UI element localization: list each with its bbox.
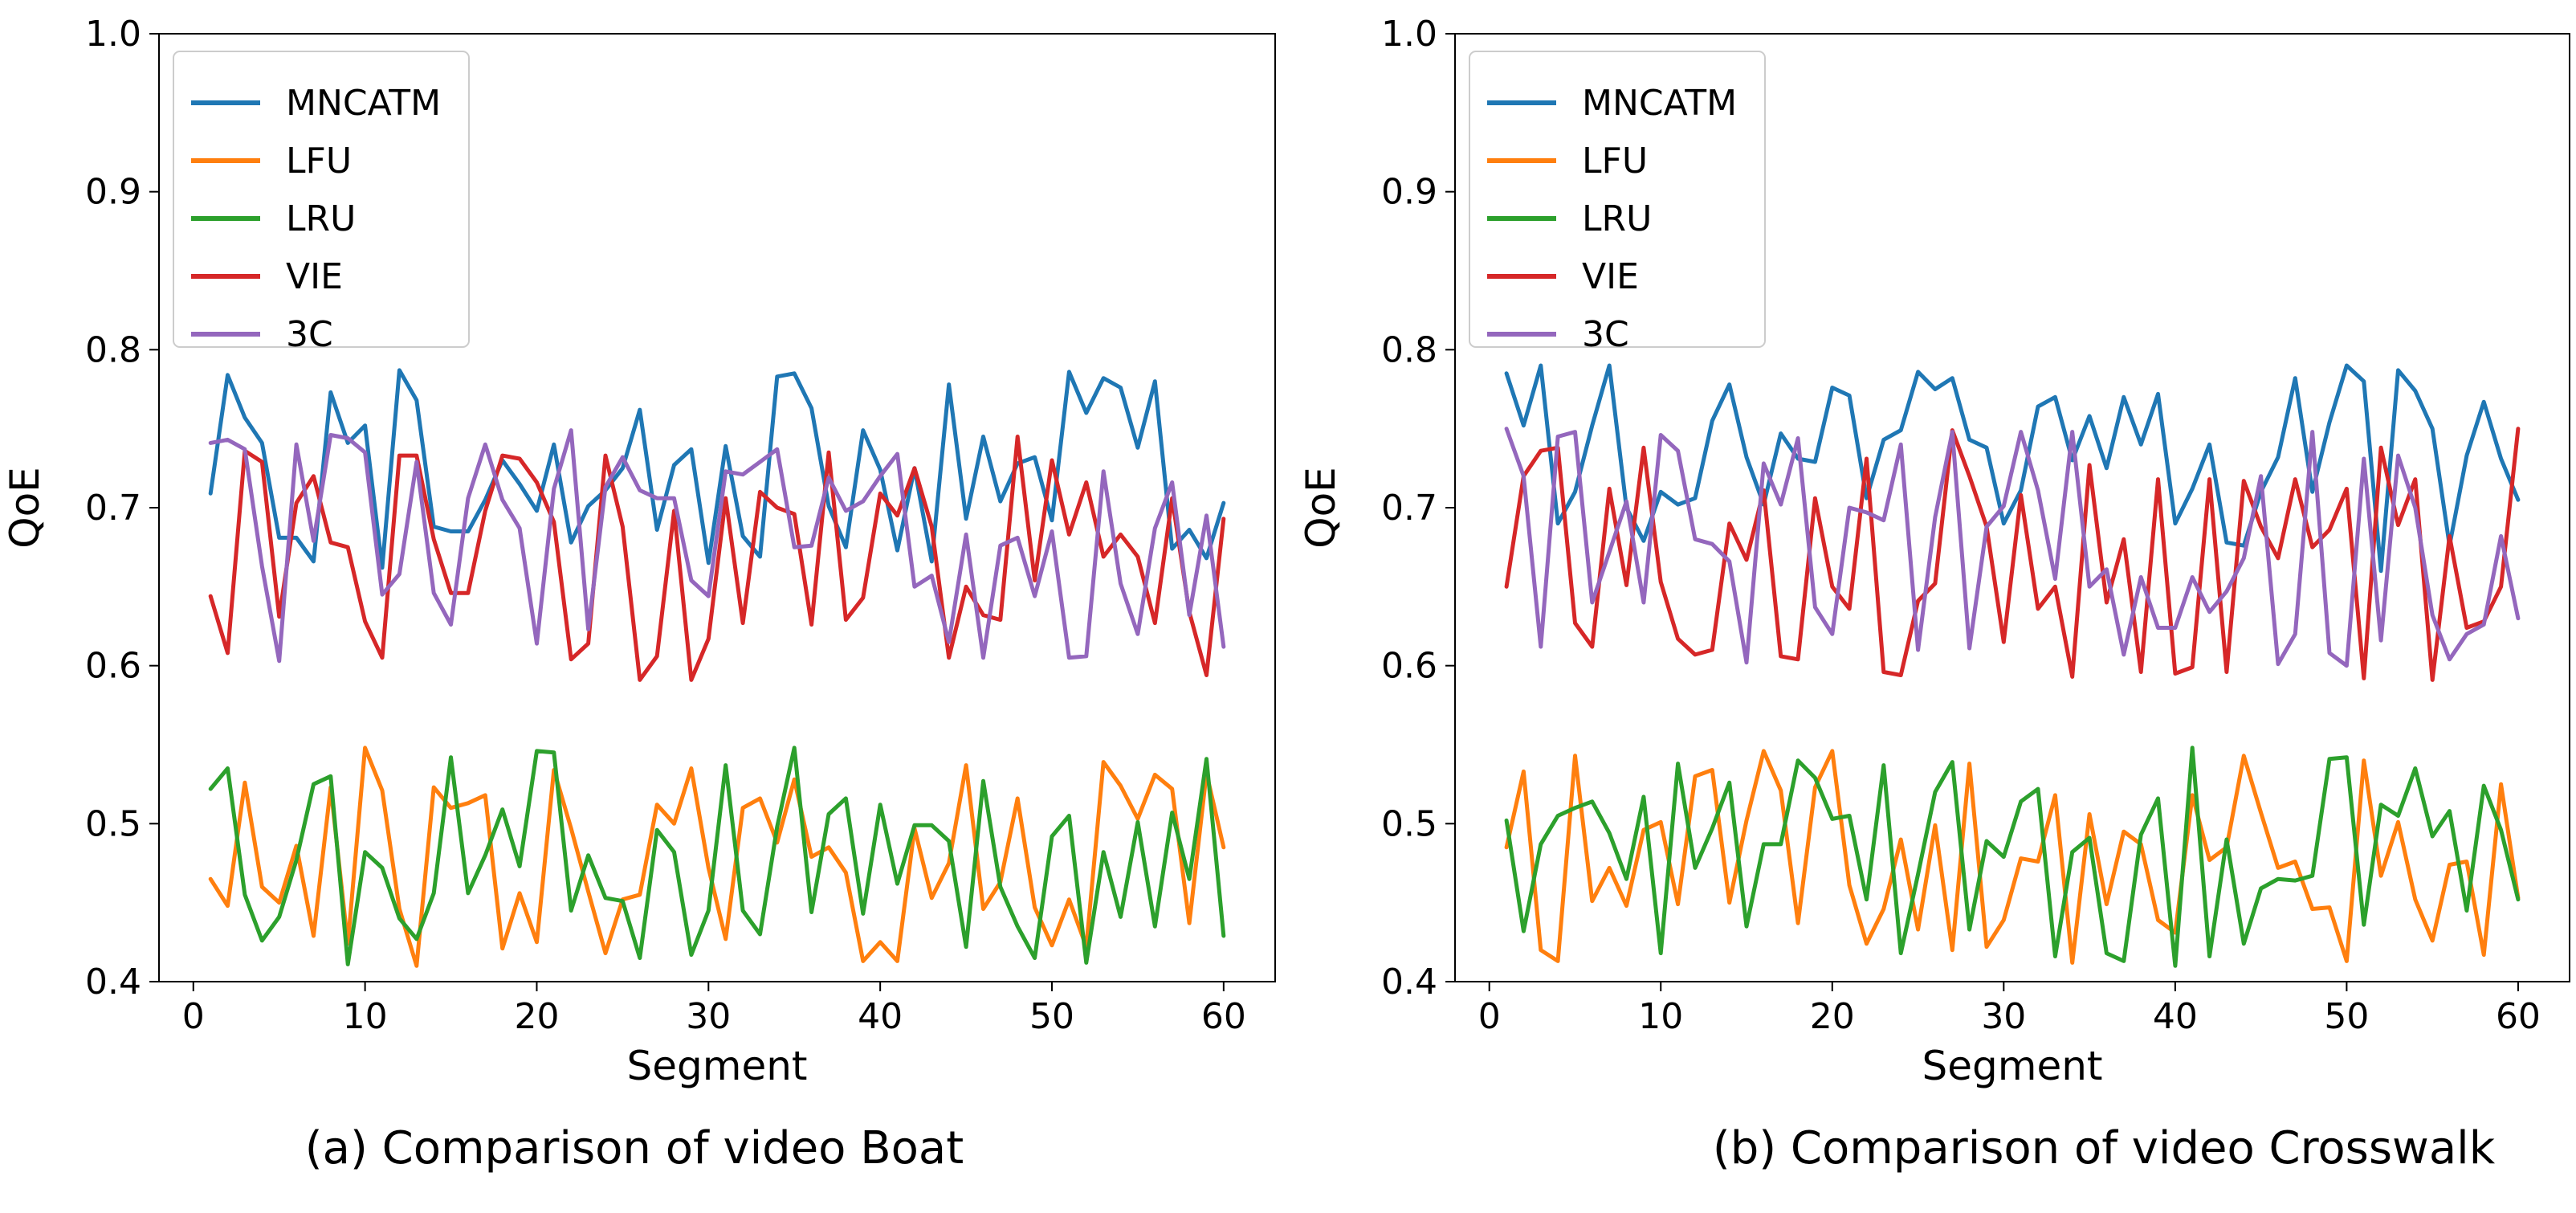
y-tick-label: 0.7 xyxy=(1381,488,1437,529)
y-tick-label: 1.0 xyxy=(1381,14,1437,55)
y-tick-label: 0.4 xyxy=(1381,962,1437,1003)
legend-label-vie: VIE xyxy=(1582,256,1639,297)
x-tick-label: 0 xyxy=(182,996,205,1037)
figure-caption: (b) Comparison of video Crosswalk xyxy=(1713,1122,2496,1174)
y-tick-label: 0.8 xyxy=(85,329,141,370)
series-line-lfu xyxy=(208,745,1226,968)
x-tick-label: 30 xyxy=(1981,996,2026,1037)
y-tick-label: 0.9 xyxy=(85,172,141,213)
y-tick-label: 0.9 xyxy=(1381,172,1437,213)
legend: MNCATM LFU LRU VIE 3C xyxy=(1469,51,1766,355)
x-tick-label: 10 xyxy=(343,996,388,1037)
y-tick-label: 0.7 xyxy=(85,488,141,529)
series-line-mncatm xyxy=(1504,363,2521,574)
y-tick-label: 0.5 xyxy=(85,803,141,844)
x-tick-label: 50 xyxy=(1029,996,1074,1037)
series-group xyxy=(1504,363,2521,968)
series-line-mncatm xyxy=(208,368,1226,570)
x-tick-label: 60 xyxy=(2496,996,2541,1037)
x-tick-label: 20 xyxy=(514,996,559,1037)
legend-label-lru: LRU xyxy=(1582,198,1652,239)
series-line-vie xyxy=(208,435,1226,682)
chart-panel-2: 0 10 20 30 40 50 60 0.4 0.5 0.6 0.7 0.8 0.9 1.0 Segmen… xyxy=(1298,14,2570,1174)
legend-label-mncatm: MNCATM xyxy=(286,83,441,124)
series-line-vie xyxy=(1504,427,2521,682)
y-tick-label: 0.6 xyxy=(1381,646,1437,687)
series-group xyxy=(208,368,1226,968)
y-axis-label: QoE xyxy=(1298,467,1344,549)
series-line-lru xyxy=(1504,745,2521,968)
figure-caption: (a) Comparison of video Boat xyxy=(305,1122,964,1174)
x-tick-label: 60 xyxy=(1201,996,1246,1037)
y-tick-label: 0.8 xyxy=(1381,329,1437,370)
legend-label-vie: VIE xyxy=(286,256,343,297)
legend-box xyxy=(173,51,470,348)
legend-label-lfu: LFU xyxy=(286,141,352,182)
x-tick-label: 20 xyxy=(1810,996,1855,1037)
x-tick-label: 30 xyxy=(686,996,731,1037)
x-tick-label: 10 xyxy=(1638,996,1683,1037)
y-tick-label: 1.0 xyxy=(85,14,141,55)
x-tick-label: 50 xyxy=(2324,996,2369,1037)
legend-box xyxy=(1469,51,1766,348)
legend-label-lfu: LFU xyxy=(1582,141,1648,182)
x-tick-label: 0 xyxy=(1478,996,1501,1037)
x-axis-label: Segment xyxy=(1922,1043,2103,1089)
series-line-3c xyxy=(208,428,1226,664)
legend-label-3c: 3C xyxy=(1582,314,1629,355)
legend-label-mncatm: MNCATM xyxy=(1582,83,1737,124)
series-line-3c xyxy=(1504,427,2521,668)
y-tick-label: 0.5 xyxy=(1381,803,1437,844)
y-axis-label: QoE xyxy=(2,467,48,549)
legend-label-lru: LRU xyxy=(286,198,356,239)
series-line-lru xyxy=(208,745,1226,966)
legend: MNCATM LFU LRU VIE 3C xyxy=(173,51,470,355)
x-axis-label: Segment xyxy=(627,1043,808,1089)
chart-panel-1: 0 10 20 30 40 50 60 0.4 0.5 0.6 0.7 0.8 0.9 1.0 Segmen… xyxy=(2,14,1276,1174)
x-tick-label: 40 xyxy=(2153,996,2198,1037)
series-line-lfu xyxy=(1504,749,2521,965)
y-tick-label: 0.4 xyxy=(85,962,141,1003)
legend-label-3c: 3C xyxy=(286,314,333,355)
x-tick-label: 40 xyxy=(858,996,903,1037)
y-tick-label: 0.6 xyxy=(85,646,141,687)
